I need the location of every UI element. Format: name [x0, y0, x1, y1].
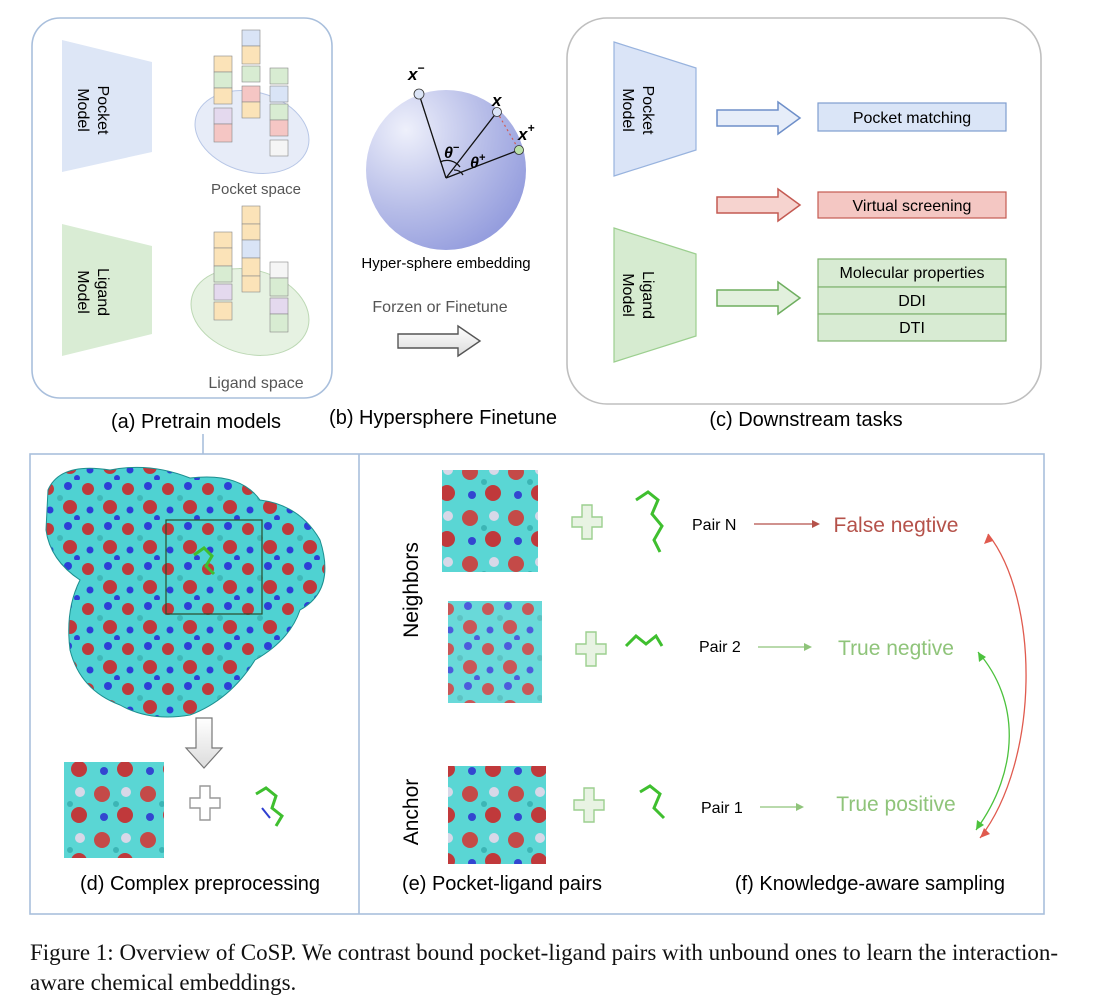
label-x-anchor: x: [491, 91, 503, 110]
panel-def-frame: [29, 453, 1045, 915]
ligand-crop: [255, 786, 284, 827]
pair-2-arrowhead: [804, 643, 812, 651]
task-virtual-screening: [817, 191, 1007, 219]
task-pocket-matching-label: Pocket matching: [853, 110, 971, 127]
true-negative-curve-head-bottom: [976, 820, 984, 830]
anchor-positive-link: [496, 111, 520, 151]
label-theta-positive: θ+: [470, 152, 486, 172]
hypersphere: [366, 90, 526, 250]
hypersphere-label: Hyper-sphere embedding: [361, 255, 530, 272]
task-dti: [817, 313, 1007, 342]
plus-sign-pair-1: [573, 787, 605, 823]
caption-d: (d) Complex preprocessing: [80, 873, 320, 895]
downstream-ligand-model: [613, 227, 697, 363]
ligand-model-block: [62, 224, 152, 356]
neighbor-pocket-n: [442, 470, 538, 572]
protein-surface: [45, 466, 326, 718]
plus-sign-d: [189, 785, 221, 821]
arrow-ligand-tasks: [716, 280, 802, 316]
plus-sign-pair-2: [575, 631, 607, 667]
downstream-ligand-label: LigandModel: [619, 271, 656, 319]
true-negative-curve-head-top: [978, 652, 986, 662]
downstream-pocket-model: [613, 41, 697, 177]
caption-c: (c) Downstream tasks: [709, 409, 902, 431]
true-negative-curve: [975, 651, 1010, 831]
pair-1-label: Pair 1: [701, 800, 743, 817]
neighbors-label: Neighbors: [400, 542, 423, 638]
panel-c-frame: [566, 17, 1042, 405]
arrow-virtual-screening: [716, 187, 802, 223]
caption-f: (f) Knowledge-aware sampling: [735, 873, 1005, 895]
label-x-positive: x+: [517, 121, 534, 144]
pair-1-arrowhead: [796, 803, 804, 811]
false-negative-curve-head-top: [984, 534, 993, 544]
anchor-label: Anchor: [400, 779, 423, 846]
task-molecular-properties-label: Molecular properties: [840, 265, 985, 282]
pocket-crop: [64, 762, 164, 858]
ligand-token-stacks: [213, 205, 289, 333]
preprocess-arrow: [184, 717, 224, 769]
pocket-selection-box: [165, 519, 263, 615]
task-ddi-label: DDI: [898, 293, 926, 310]
pair-n-label: Pair N: [692, 517, 736, 534]
pocket-token-stacks: [213, 29, 289, 157]
false-negative-label: False negtive: [834, 514, 959, 537]
pocket-model-label: PocketModel: [74, 86, 111, 135]
ligand-space-label: Ligand space: [208, 375, 303, 392]
task-pocket-matching: [817, 102, 1007, 132]
label-x-negative: x−: [407, 61, 424, 84]
caption-b: (b) Hypersphere Finetune: [329, 407, 557, 429]
negative-point: [413, 88, 425, 100]
task-virtual-screening-label: Virtual screening: [853, 198, 972, 215]
transfer-arrow: [397, 324, 482, 358]
ligand-2: [624, 633, 664, 648]
label-theta-negative: θ−: [444, 142, 460, 162]
embedding-vectors: [418, 93, 520, 179]
false-negative-curve: [979, 533, 1027, 839]
plus-sign-pair-n: [571, 504, 603, 540]
pocket-space-label: Pocket space: [211, 181, 301, 198]
transfer-label: Forzen or Finetune: [372, 299, 507, 316]
anchor-point: [492, 107, 502, 117]
caption-e: (e) Pocket-ligand pairs: [402, 873, 602, 895]
ligand-model-label: LigandModel: [74, 268, 111, 316]
pair-2-label: Pair 2: [699, 639, 741, 656]
task-dti-label: DTI: [899, 320, 925, 337]
anchor-pocket: [448, 766, 546, 864]
figure-canvas: PocketModel LigandModel Pocket space Lig…: [29, 17, 1045, 915]
caption-a: (a) Pretrain models: [111, 411, 281, 433]
downstream-pocket-label: PocketModel: [619, 86, 656, 135]
task-ddi: [817, 286, 1007, 315]
false-negative-curve-head-bottom: [980, 828, 990, 838]
ligand-1: [639, 784, 666, 820]
panel-a-frame: [31, 17, 333, 399]
neighbor-pocket-2: [448, 601, 542, 703]
arrow-pocket-matching: [716, 100, 802, 136]
true-positive-label: True positive: [836, 793, 955, 816]
true-negative-label: True negtive: [838, 637, 954, 660]
figure-caption: Figure 1: Overview of CoSP. We contrast …: [30, 940, 1059, 995]
pair-n-arrowhead: [812, 520, 820, 528]
pocket-model-block: [62, 40, 152, 172]
positive-point: [514, 145, 524, 155]
bound-ligand: [193, 546, 216, 576]
ligand-n: [635, 490, 664, 553]
